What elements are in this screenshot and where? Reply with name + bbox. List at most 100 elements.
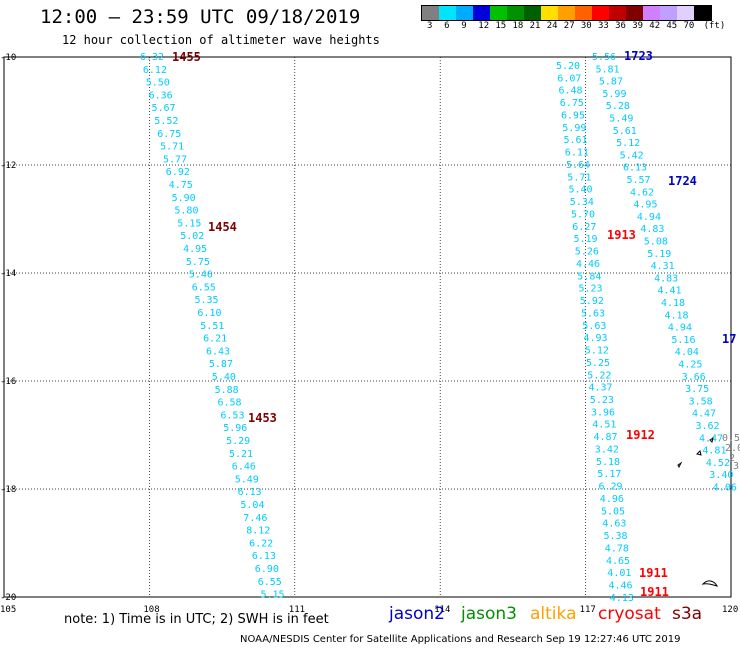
track-2-value: 5.19 [574,234,598,245]
track-1-value: 4.95 [183,244,207,255]
track-2-value: 5.92 [580,296,604,307]
track-3-value: 4.62 [630,187,654,198]
map-frame [3,56,732,598]
legend-label: 15 [495,21,507,31]
legend-label: 39 [632,21,644,31]
lat-tick-label: -14 [0,269,16,279]
track-2-value: 5.63 [582,321,606,332]
legend-label: 33 [598,21,609,31]
legend-label: 21 [529,21,541,31]
legend-label: 12 [478,21,490,31]
track-1-value: 6.32 [140,52,164,63]
track-3-value: 4.47 [692,409,716,420]
track-1-value: 6.75 [157,129,181,140]
track-3-value: 4.52 [706,458,730,469]
track-2-value: 3.96 [591,407,615,418]
track-1-value: 6.12 [143,65,167,76]
track-1-value: 5.15 [177,218,201,229]
track-2-value: 4.37 [589,383,613,394]
track-1-value: 6.22 [249,538,273,549]
track-3-value: 5.61 [613,126,637,137]
lon-tick-label: 108 [143,605,159,615]
track-3-value: 4.04 [675,347,699,358]
track-3-value: 2.0 [725,443,740,454]
credit-line: NOAA/NESDIS Center for Satellite Applica… [240,634,681,645]
track-3-value: 3.40 [709,470,733,481]
track-1-value: 6.55 [192,282,216,293]
legend-swatch [439,6,456,20]
track-1-value: 6.46 [232,462,256,473]
track-3-value: 5.12 [616,138,640,149]
track-1-value: 6.36 [149,90,173,101]
lat-tick-label: -18 [0,485,16,495]
legend-swatch [677,6,694,20]
map-tick-labels: 105 108 111 114 117 120 -10 -12 -14 -16 -18 -20 [0,53,738,615]
map-title: 12:00 – 23:59 UTC 09/18/2019 [40,6,361,28]
track-2-value: 5.25 [586,358,610,369]
track-1-value: 5.35 [195,295,219,306]
track-1-value: 5.96 [223,423,247,434]
track-2-value: 4.78 [605,543,629,554]
track-1-value: 6.55 [258,577,282,588]
legend-label: 70 [683,21,695,31]
track-3-value: 5.49 [609,114,633,125]
track-1-value: 5.40 [212,372,236,383]
legend-label: 3 [427,21,433,31]
track-2-value: 5.70 [571,209,595,220]
track-3-value: 4.94 [637,212,661,223]
legend-swatch [473,6,490,20]
track-2-value: 4.01 [607,568,631,579]
track-2-value: 5.17 [597,469,621,480]
satellite-jason3: jason3 [461,604,517,624]
legend-label: 27 [563,21,575,31]
track-3-value: 4.06 [713,483,737,494]
track-3-value: 5.56 [592,52,616,63]
track-3-value: 4.18 [665,310,689,321]
legend-swatch [541,6,558,20]
track-1-value: 5.29 [226,436,250,447]
track-1-value: 6.92 [166,167,190,178]
legend-label: (ft) [703,21,726,31]
track-3-value: 5.28 [606,101,630,112]
track-3-value: 5.42 [620,150,644,161]
pass-label-1455: 1455 [172,50,201,64]
legend-swatch [660,6,677,20]
track-3-value: 3.75 [685,384,709,395]
track-1-value: 6.21 [203,334,227,345]
legend-label: 30 [580,21,592,31]
track-3-value: 4.83 [640,224,664,235]
map-grid [3,56,732,598]
lon-tick-label: 105 [0,605,16,615]
lon-tick-label: 120 [722,605,738,615]
track-1-value: 5.15 [261,590,285,601]
legend-label: 9 [461,21,467,31]
legend-swatch [524,6,541,20]
legend-swatch [626,6,643,20]
legend-swatch [592,6,609,20]
lon-tick-label: 117 [580,605,596,615]
track-1-value: 5.90 [172,193,196,204]
track-3-value: 3.66 [682,372,706,383]
pass-label-1453: 1453 [248,411,277,425]
pass-label-1454: 1454 [208,220,237,234]
legend-swatch [643,6,660,20]
track-3-value: 4.94 [668,323,692,334]
track-1-value: 5.46 [189,270,213,281]
track-3-value: 5.81 [596,64,620,75]
track-1-value: 7.46 [243,513,267,524]
track-2-value: 4.46 [576,259,600,270]
pass-label-17: 17 [722,332,736,346]
track-2-value: 4.96 [600,494,624,505]
legend-label: 18 [512,21,524,31]
track-1-value: 5.21 [229,449,253,460]
satellite-s3a: s3a [672,604,703,624]
track-1-value: 5.87 [209,359,233,370]
track-3-value: 0.5 [722,433,740,444]
track-1-value: 6.10 [197,308,221,319]
track-3-value: 5.19 [647,249,671,260]
track-1-value: 6.43 [206,346,230,357]
track-1-value: 5.75 [186,257,210,268]
footnote: note: 1) Time is in UTC; 2) SWH is in fe… [64,612,329,627]
legend-label: 36 [615,21,626,31]
